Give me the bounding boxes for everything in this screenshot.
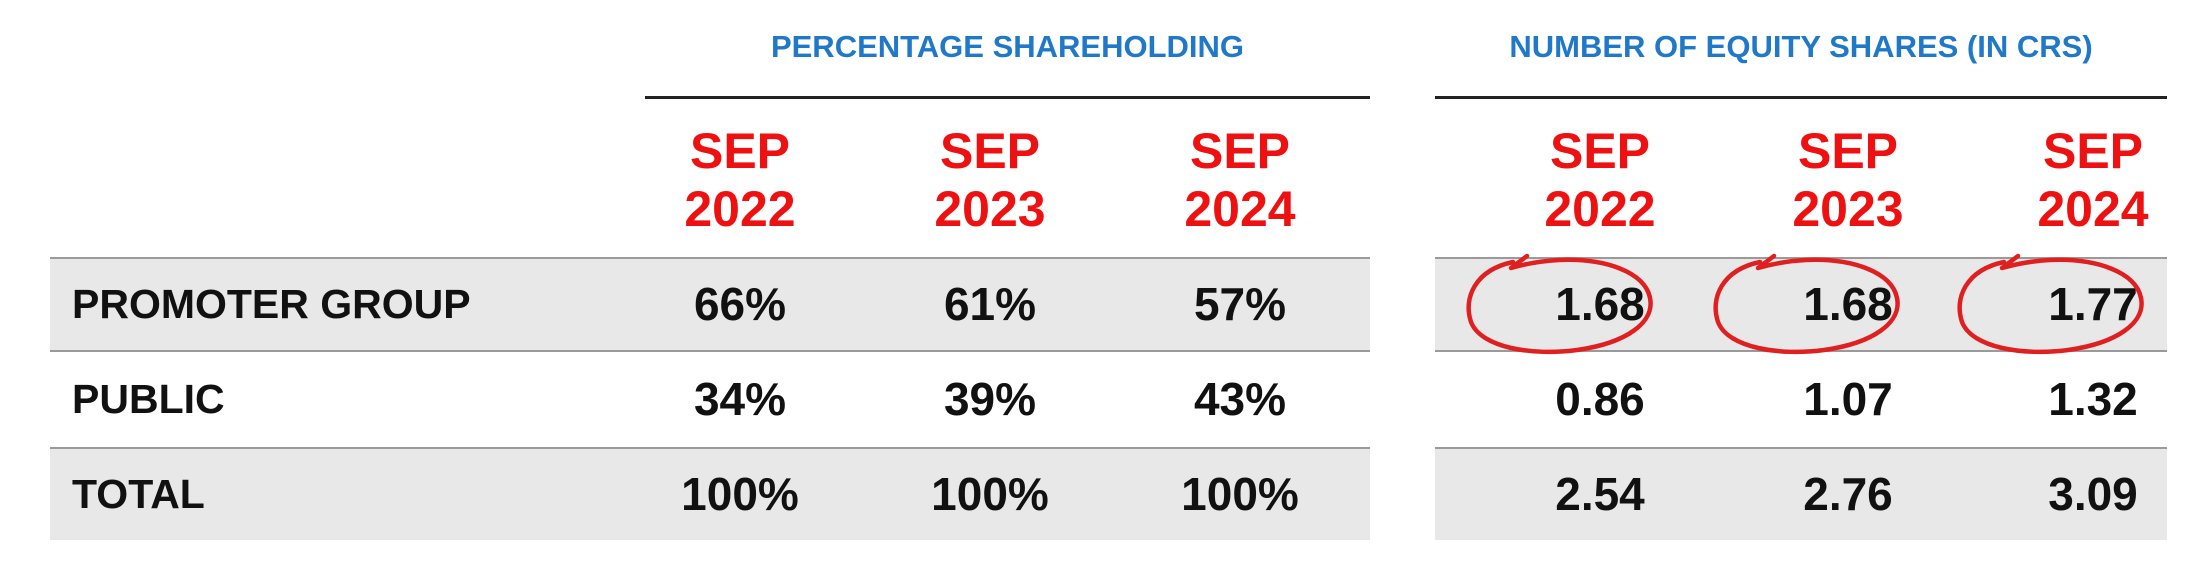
row-label-total: TOTAL bbox=[72, 471, 205, 517]
shares-group-rule bbox=[1435, 96, 2167, 99]
total-row-band-right bbox=[1435, 448, 2167, 540]
shares-col-heading-3: SEP 2024 bbox=[2037, 123, 2149, 237]
shares-group-title: NUMBER OF EQUITY SHARES (IN CRS) bbox=[1509, 29, 2093, 64]
percentage-group-rule bbox=[645, 96, 1370, 99]
promoter-shares-2023: 1.68 bbox=[1803, 278, 1893, 330]
row-separator bbox=[1435, 447, 2167, 449]
row-separator bbox=[50, 350, 1370, 352]
promoter-percentage-2022: 66% bbox=[693, 278, 787, 330]
promoter-percentage-2024: 57% bbox=[1193, 278, 1287, 330]
percentage-col-heading-2: SEP 2023 bbox=[934, 123, 1046, 237]
public-shares-2022: 0.86 bbox=[1555, 373, 1645, 425]
public-shares-2023: 1.07 bbox=[1803, 373, 1893, 425]
row-separator bbox=[1435, 350, 2167, 352]
total-percentage-2024: 100% bbox=[1181, 468, 1299, 520]
promoter-row-band-left bbox=[50, 258, 1370, 350]
row-label-public: PUBLIC bbox=[72, 376, 225, 422]
row-separator bbox=[50, 447, 1370, 449]
public-shares-2024: 1.32 bbox=[2048, 373, 2138, 425]
percentage-col-heading-3: SEP 2024 bbox=[1184, 123, 1296, 237]
percentage-col-heading-1: SEP 2022 bbox=[684, 123, 796, 237]
total-shares-2023: 2.76 bbox=[1803, 468, 1893, 520]
promoter-shares-2024: 1.77 bbox=[2048, 278, 2138, 330]
percentage-group-title: PERCENTAGE SHAREHOLDING bbox=[770, 29, 1245, 64]
promoter-percentage-2023: 61% bbox=[943, 278, 1037, 330]
row-separator bbox=[50, 257, 1370, 259]
public-percentage-2023: 39% bbox=[943, 373, 1037, 425]
public-percentage-2024: 43% bbox=[1193, 373, 1287, 425]
row-label-promoter-group: PROMOTER GROUP bbox=[72, 281, 471, 327]
total-shares-2024: 3.09 bbox=[2048, 468, 2138, 520]
shares-col-heading-2: SEP 2023 bbox=[1792, 123, 1904, 237]
public-percentage-2022: 34% bbox=[693, 373, 787, 425]
total-percentage-2022: 100% bbox=[681, 468, 799, 520]
promoter-shares-2022: 1.68 bbox=[1555, 278, 1645, 330]
total-shares-2022: 2.54 bbox=[1555, 468, 1645, 520]
total-row-band-left bbox=[50, 448, 1370, 540]
shares-col-heading-1: SEP 2022 bbox=[1544, 123, 1656, 237]
total-percentage-2023: 100% bbox=[931, 468, 1049, 520]
